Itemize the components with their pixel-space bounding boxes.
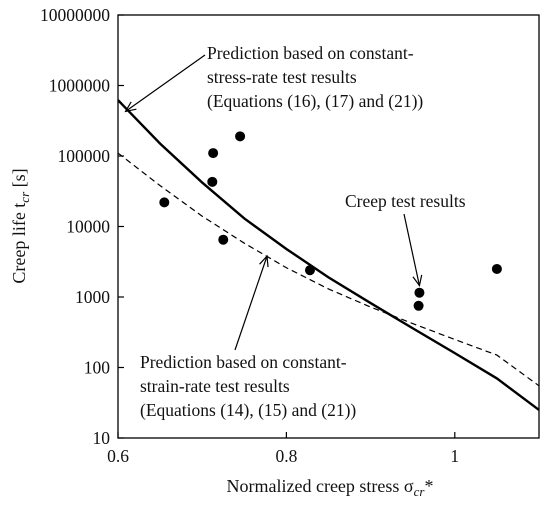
creep-test-point [208,148,219,159]
x-axis-label-text: Normalized creep stress σ [227,476,414,496]
creep-test-point [235,131,246,142]
annotation-arrows [124,54,423,351]
y-tick-label: 1000000 [49,76,111,96]
stress-rate-prediction-line [117,99,540,411]
x-tick-label: 1 [450,446,459,466]
stress-rate-annotation-arrow [125,54,206,112]
creep-test-point [218,234,229,245]
strain-rate-annotation-arrow [234,255,268,351]
stress-rate-annotation-arrow-head [124,101,137,113]
creep-test-point [207,176,218,187]
creep-test-point [491,263,502,274]
creep-results-annotation-arrow [403,213,421,286]
y-tick-label: 100 [84,358,111,378]
prediction-curves [117,99,540,411]
creep-test-points [159,131,502,311]
axis-ticks: 0.6 0.8 1 10 100 1000 10000 100000 1000000 100000… [40,5,459,466]
y-axis-label: Creep life tcr [s] [9,168,32,283]
annotation-stress-rate-line1: Prediction based on constant- [207,43,414,63]
strain-rate-prediction-line [117,152,540,387]
y-tick-label: 10000000 [40,5,110,25]
creep-test-point [414,287,425,298]
x-axis-label-superscript: * [424,476,433,496]
x-tick-label: 0.6 [107,446,129,466]
x-axis-label: Normalized creep stress σcr* [227,476,434,499]
annotation-strain-rate-line3: (Equations (14), (15) and (21)) [140,400,356,420]
x-tick-label: 0.8 [275,446,297,466]
y-axis-label-subscript: cr [17,191,32,203]
creep-test-point [304,265,315,276]
y-axis-label-text: Creep life t [9,203,29,284]
y-tick-label: 10 [93,428,111,448]
y-tick-label: 1000 [75,287,110,307]
y-tick-label: 10000 [66,217,110,237]
annotation-strain-rate-line2: strain-rate test results [140,376,290,396]
creep-test-point [159,197,170,208]
strain-rate-annotation-arrow-head [259,254,269,268]
annotation-stress-rate-line2: stress-rate test results [207,67,357,87]
creep-results-annotation-arrow-head [412,274,423,288]
annotation-strain-rate-line1: Prediction based on constant- [140,352,347,372]
annotation-stress-rate-line3: (Equations (16), (17) and (21)) [207,91,423,111]
x-axis-label-subscript: cr [414,484,426,499]
annotation-creep-results: Creep test results [345,191,466,211]
y-axis-label-unit: [s] [9,168,29,192]
creep-test-point [413,300,424,311]
y-tick-label: 100000 [58,146,111,166]
